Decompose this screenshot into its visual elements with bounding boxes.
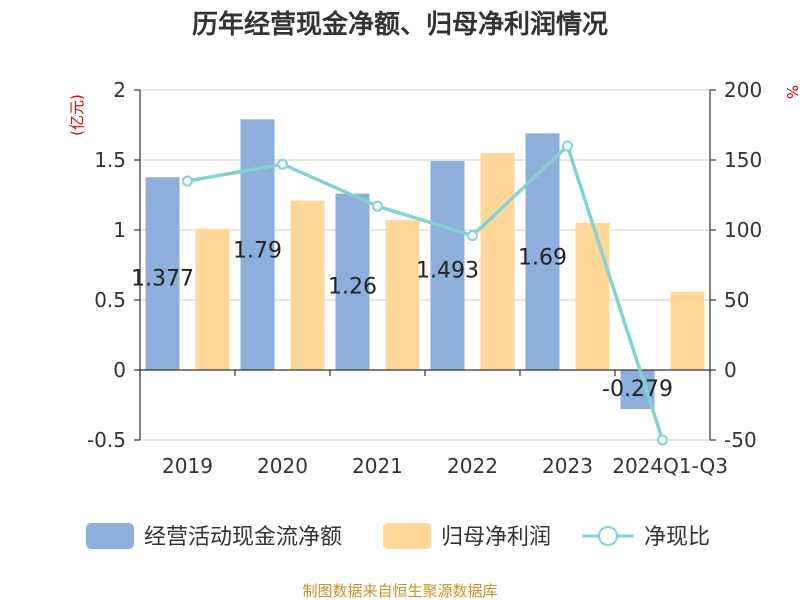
- x-axis-tick-label: 2019: [162, 454, 213, 478]
- bar-net-profit: [385, 220, 420, 370]
- line-point-net-cash-ratio: [277, 158, 288, 170]
- right-axis-unit: %: [783, 85, 800, 99]
- bar-cashflow: [145, 177, 180, 370]
- right-axis-tick-label: -50: [724, 428, 757, 452]
- left-axis-tick-label: 0: [113, 358, 126, 382]
- x-axis-tick-label: 2024Q1-Q3: [612, 454, 728, 478]
- data-label-cashflow: -0.279: [602, 377, 673, 402]
- bar-net-profit: [670, 291, 705, 370]
- line-point-net-cash-ratio: [562, 140, 573, 152]
- legend: 经营活动现金流净额 归母净利润 净现比: [86, 523, 710, 550]
- legend-label-net-cash-ratio: 净现比: [644, 525, 710, 550]
- line-net-cash-ratio: [187, 144, 665, 441]
- left-axis-tick-label: 1: [113, 218, 126, 242]
- left-axis-tick-label: 0.5: [94, 288, 126, 312]
- right-axis-tick-label: 200: [724, 78, 762, 102]
- line-point-net-cash-ratio: [467, 230, 478, 242]
- right-axis-tick-label: 100: [724, 218, 762, 242]
- plot-area: -0.5 0 0.5 1 1.5 2 -50 0 50 100 150 200 2019 2020 2021…: [87, 78, 762, 478]
- line-point-net-cash-ratio: [182, 175, 193, 187]
- line-point-net-cash-ratio: [657, 434, 668, 446]
- left-axis-unit: (亿元): [68, 94, 86, 136]
- right-axis-tick-label: 50: [724, 288, 749, 312]
- left-axis-tick-label: 2: [113, 78, 126, 102]
- line-point-net-cash-ratio: [372, 200, 383, 212]
- chart-title: 历年经营现金净额、归母净利润情况: [192, 9, 608, 40]
- left-axis-tick-label: 1.5: [94, 148, 126, 172]
- bar-cashflow: [525, 133, 560, 370]
- data-label-cashflow: 1.79: [233, 239, 282, 264]
- data-label-cashflow: 1.26: [328, 274, 377, 299]
- source-note: 制图数据来自恒生聚源数据库: [302, 582, 497, 600]
- bar-cashflow: [240, 119, 275, 371]
- right-axis-tick-label: 0: [724, 358, 737, 382]
- x-axis-tick-label: 2020: [257, 454, 308, 478]
- bar-net-profit: [575, 223, 610, 370]
- bar-net-profit: [195, 228, 230, 370]
- legend-label-net-profit: 归母净利润: [441, 525, 551, 550]
- legend-swatch-net-profit: [383, 523, 431, 549]
- left-axis-tick-label: -0.5: [87, 428, 126, 452]
- bar-cashflow: [430, 160, 465, 370]
- data-label-cashflow: 1.377: [131, 266, 194, 291]
- legend-marker-net-cash-ratio: [598, 526, 618, 546]
- x-axis-tick-label: 2022: [447, 454, 498, 478]
- bar-net-profit: [480, 153, 515, 370]
- legend-label-cashflow: 经营活动现金流净额: [144, 525, 342, 550]
- bar-net-profit: [290, 200, 325, 370]
- legend-swatch-cashflow: [86, 523, 134, 549]
- x-axis-tick-label: 2021: [352, 454, 403, 478]
- right-axis-tick-label: 150: [724, 148, 762, 172]
- bar-cashflow: [335, 193, 370, 370]
- data-label-cashflow: 1.493: [416, 259, 479, 284]
- x-axis-tick-label: 2023: [542, 454, 593, 478]
- data-label-cashflow: 1.69: [518, 245, 567, 270]
